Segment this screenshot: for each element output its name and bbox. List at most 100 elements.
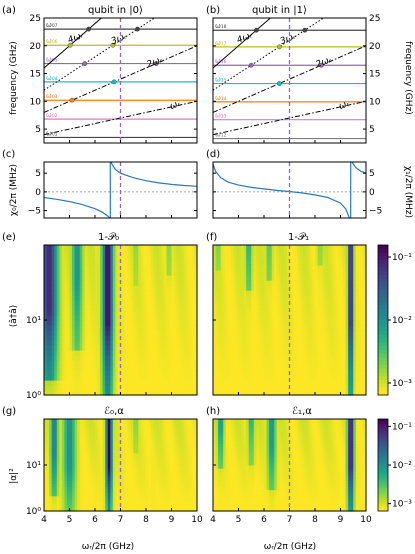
heatmap-cell (128, 260, 132, 266)
heatmap-cell (87, 275, 91, 281)
heatmap-cell (110, 260, 114, 266)
heatmap-cell (54, 265, 58, 271)
heatmap-cell (251, 345, 255, 351)
heatmap-cell (138, 455, 142, 460)
heatmap-cell (49, 340, 53, 346)
heatmap-cell (360, 325, 365, 331)
heatmap-cell (59, 355, 63, 361)
heatmap-cell (74, 310, 78, 316)
heatmap-cell (100, 483, 104, 488)
heatmap-cell (117, 474, 122, 478)
heatmap-cell (235, 360, 240, 366)
heatmap-cell (289, 250, 293, 256)
heatmap-cell (156, 275, 160, 281)
heatmap-cell (166, 495, 170, 500)
heatmap-cell (335, 320, 339, 326)
heatmap-cell (110, 507, 114, 512)
heatmap-cell (148, 265, 152, 271)
heatmap-cell (168, 300, 173, 306)
heatmap-cell (246, 275, 250, 281)
heatmap-cell (140, 350, 145, 356)
heatmap-cell (138, 486, 142, 491)
heatmap-cell (100, 360, 104, 366)
heatmap-cell (317, 355, 321, 361)
heatmap-cell (46, 452, 50, 457)
heatmap-cell (135, 483, 139, 488)
heatmap-cell (228, 385, 232, 391)
heatmap-cell (54, 315, 58, 321)
heatmap-cell (284, 355, 288, 361)
heatmap-cell (251, 255, 255, 261)
heatmap-cell (66, 355, 71, 361)
heatmap-cell (59, 290, 63, 296)
heatmap-cell (228, 305, 232, 311)
heatmap-cell (130, 474, 134, 478)
y-tick-label: 5 (369, 125, 375, 135)
heatmap-cell (184, 285, 188, 291)
heatmap-cell (189, 355, 193, 361)
heatmap-cell (156, 345, 160, 351)
heatmap-cell (146, 370, 150, 376)
heatmap-cell (92, 489, 96, 494)
heatmap-cell (225, 270, 229, 276)
heatmap-cell (100, 495, 104, 500)
heatmap-cell (117, 255, 122, 261)
heatmap-cell (248, 385, 252, 391)
heatmap-cell (135, 335, 139, 341)
heatmap-cell (153, 365, 157, 371)
heatmap-cell (151, 295, 155, 301)
heatmap-cell (135, 365, 139, 371)
heatmap-cell (151, 449, 155, 454)
heatmap-cell (279, 265, 283, 271)
heatmap-cell (163, 452, 167, 457)
heatmap-cell (102, 265, 106, 271)
heatmap-cell (143, 507, 147, 512)
panel-title-g: ℰ₀,α (104, 406, 124, 417)
heatmap-cell (230, 265, 234, 271)
xlabel-right: ωᵣ/2π (GHz) (264, 542, 316, 552)
crossing-marker (82, 61, 88, 66)
heatmap-cell (112, 260, 116, 266)
heatmap-cell (130, 492, 134, 497)
heatmap-cell (107, 290, 111, 296)
heatmap-cell (171, 350, 175, 356)
heatmap-cell (112, 335, 116, 341)
heatmap-cell (153, 355, 157, 361)
heatmap-cell (322, 255, 326, 261)
heatmap-cell (72, 452, 76, 457)
heatmap-cell (174, 370, 178, 376)
heatmap-cell (322, 340, 326, 346)
heatmap-cell (248, 295, 252, 301)
heatmap-cell (153, 345, 157, 351)
heatmap-cell (189, 310, 193, 316)
heatmap-cell (117, 260, 122, 266)
heatmap-cell (163, 498, 167, 503)
heatmap-cell (69, 458, 73, 463)
heatmap-cell (120, 285, 124, 291)
heatmap-cell (66, 345, 71, 351)
heatmap-cell (92, 471, 96, 475)
heatmap-cell (64, 265, 68, 271)
heatmap-cell (84, 280, 88, 286)
heatmap-cell (246, 295, 250, 301)
heatmap-cell (97, 360, 101, 366)
heatmap-cell (79, 295, 83, 301)
heatmap-cell (243, 250, 247, 256)
heatmap-cell (120, 320, 124, 326)
heatmap-cell (163, 245, 167, 251)
heatmap-cell (140, 477, 145, 481)
heatmap-cell (184, 455, 188, 460)
heatmap-cell (355, 335, 359, 341)
y-tick-label: −5 (28, 207, 41, 217)
heatmap-cell (269, 265, 273, 271)
heatmap-cell (46, 310, 50, 316)
heatmap-cell (191, 255, 196, 261)
heatmap-cell (138, 458, 142, 463)
heatmap-cell (184, 255, 188, 261)
heatmap-cell (191, 285, 196, 291)
heatmap-cell (66, 350, 71, 356)
heatmap-cell (161, 370, 165, 376)
heatmap-cell (163, 483, 167, 488)
heatmap-cell (168, 265, 173, 271)
